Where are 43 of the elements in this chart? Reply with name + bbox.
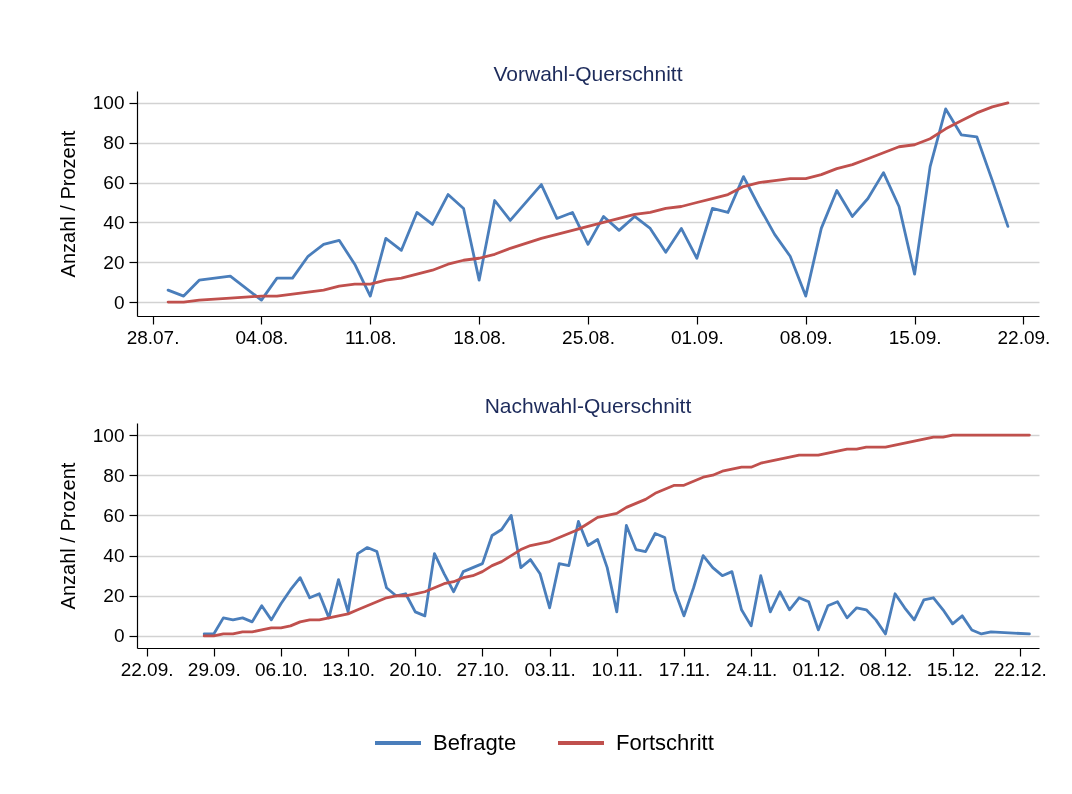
y-tick-label: 100 (92, 424, 125, 446)
x-tick-label: 15.12. (926, 658, 980, 680)
x-tick-label: 08.09. (779, 326, 833, 348)
y-tick-label: 0 (113, 291, 125, 313)
x-tick-label: 11.08. (345, 326, 397, 348)
x-tick-label: 27.10. (456, 658, 510, 680)
x-tick-label: 03.11. (524, 658, 576, 680)
y-tick-label: 40 (103, 211, 125, 233)
y-axis-title: Anzahl / Prozent (56, 462, 79, 610)
x-tick-label: 01.12. (792, 658, 846, 680)
x-tick-label: 18.08. (453, 326, 507, 348)
y-tick-label: 80 (103, 132, 125, 154)
x-tick-label: 04.08. (235, 326, 289, 348)
legend-label: Befragte (433, 730, 517, 755)
y-tick-label: 40 (103, 545, 125, 567)
x-tick-label: 01.09. (670, 326, 724, 348)
y-tick-label: 0 (113, 625, 125, 647)
x-tick-label: 24.11. (725, 658, 778, 680)
legend-label: Fortschritt (616, 730, 714, 755)
y-tick-label: 20 (103, 251, 125, 273)
chart-title: Nachwahl-Querschnitt (484, 394, 692, 417)
x-tick-label: 22.09. (120, 658, 174, 680)
x-tick-label: 15.09. (888, 326, 942, 348)
y-tick-label: 100 (92, 92, 125, 114)
x-tick-label: 25.08. (562, 326, 615, 348)
x-tick-label: 17.11. (658, 658, 711, 680)
y-tick-label: 60 (103, 172, 125, 194)
y-tick-label: 60 (103, 504, 125, 526)
x-tick-label: 08.12. (859, 658, 913, 680)
line-series (202, 514, 1031, 636)
x-tick-label: 29.09. (187, 658, 241, 680)
x-tick-label: 20.10. (389, 658, 443, 680)
y-tick-label: 20 (103, 585, 125, 607)
x-tick-label: 10.11. (591, 658, 643, 680)
y-tick-label: 80 (103, 464, 125, 486)
x-tick-label: 22.12. (993, 658, 1047, 680)
x-tick-label: 28.07. (126, 326, 180, 348)
x-tick-label: 13.10. (322, 658, 376, 680)
y-axis-title: Anzahl / Prozent (56, 130, 79, 278)
x-tick-label: 06.10. (255, 658, 308, 680)
x-tick-label: 22.09. (997, 326, 1051, 348)
line-series (202, 433, 1031, 638)
chart-title: Vorwahl-Querschnitt (493, 62, 683, 85)
